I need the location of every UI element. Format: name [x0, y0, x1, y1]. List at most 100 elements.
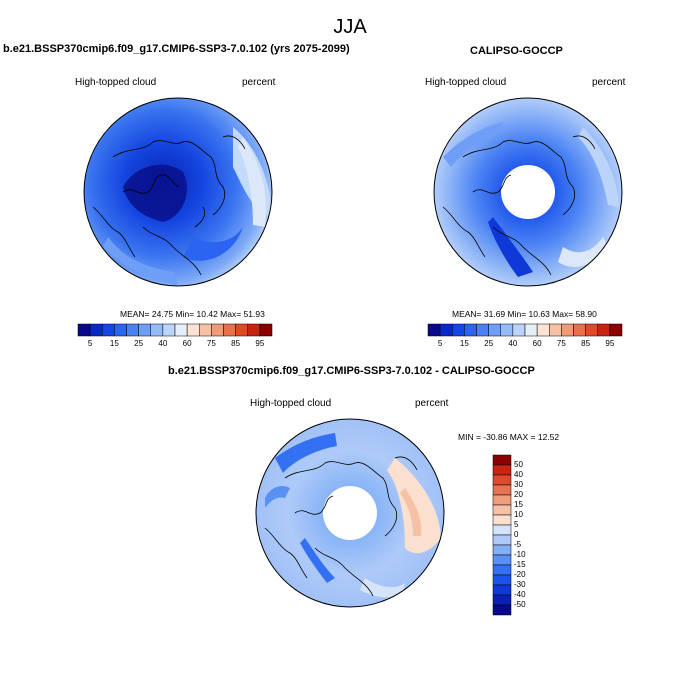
panel-3-colorbar-swatch: [492, 594, 512, 606]
panel-3-colorbar-label: 20: [514, 490, 523, 499]
panel-2-colorbar-swatch: [549, 323, 562, 337]
panel-2-colorbar-swatch: [500, 323, 514, 337]
panel-1-colorbar-swatch: [138, 323, 151, 337]
panel-1-colorbar-tick-label: 95: [255, 339, 265, 348]
panel-3-colorbar-swatch: [492, 534, 512, 546]
panel-1-colorbar-swatch: [235, 323, 248, 337]
panel-3-units-label: percent: [415, 398, 449, 409]
panel-1-colorbar-swatch: [186, 323, 200, 337]
panel-3-colorbar-swatch: [492, 574, 512, 586]
panel-2-colorbar-tick-label: 85: [581, 339, 591, 348]
panel-2-colorbar-swatch: [439, 323, 453, 337]
panel-2-colorbar-swatch: [585, 323, 598, 337]
panel-3-colorbar-label: 15: [514, 500, 523, 509]
panel-3-colorbar-label: 50: [514, 460, 523, 469]
panel-3-colorbar-swatch: [492, 464, 512, 476]
panel-3-colorbar-label: -40: [514, 590, 526, 599]
panel-1-colorbar-swatch: [174, 323, 188, 337]
panel-2-colorbar-tick-label: 40: [508, 339, 518, 348]
panel-2-units-label: percent: [592, 77, 626, 88]
panel-2-colorbar-swatch: [476, 323, 489, 337]
panel-1-colorbar-swatch: [77, 323, 91, 337]
panel-1-colorbar-tick-label: 25: [134, 339, 144, 348]
panel-1-colorbar-tick-label: 75: [206, 339, 216, 348]
panel-1-colorbar-swatch: [211, 323, 224, 337]
panel-2-colorbar-tick-label: 95: [605, 339, 615, 348]
panel-3-colorbar-label: -10: [514, 550, 526, 559]
panel-1-units-label: percent: [242, 77, 276, 88]
panel-3-colorbar-label: 5: [514, 520, 519, 529]
panel-2-colorbar-tick-label: 75: [556, 339, 566, 348]
panel-3-colorbar-swatch: [492, 484, 512, 496]
panel-2-colorbar-tick-label: 60: [532, 339, 542, 348]
panel-3-colorbar-swatch: [492, 524, 512, 536]
panel-3-colorbar-swatch: [492, 454, 512, 466]
panel-3-colorbar-swatch: [492, 494, 512, 506]
panel-1-colorbar-tick-label: 85: [231, 339, 241, 348]
panel-1-stats: MEAN= 24.75 Min= 10.42 Max= 51.93: [120, 309, 265, 319]
panel-1-colorbar-ticks: 5 15 25 40 60 75 85 95: [78, 338, 272, 350]
panel-3-colorbar-label: -15: [514, 560, 526, 569]
panel-3-colorbar-label: -20: [514, 570, 526, 579]
panel-1-colorbar-tick-label: 60: [182, 339, 192, 348]
panel-2-colorbar-swatch: [597, 323, 611, 337]
panel-1-colorbar-swatch: [150, 323, 164, 337]
panel-2-colorbar-swatch: [488, 323, 501, 337]
panel-1-colorbar-swatch: [102, 323, 115, 337]
panel-3-colorbar-label: -50: [514, 600, 526, 609]
panel-2-variable-label: High-topped cloud: [425, 77, 507, 88]
panel-2-colorbar-swatch: [512, 323, 526, 337]
panel-2-colorbar-tick-label: 15: [459, 339, 469, 348]
panel-2-colorbar-swatch: [561, 323, 574, 337]
panel-3-colorbar-swatch: [492, 604, 512, 616]
panel-2-colorbar-swatch: [573, 323, 586, 337]
panel-3-colorbar-label: 40: [514, 470, 523, 479]
panel-1-colorbar-tick-label: 40: [158, 339, 168, 348]
panel-3-colorbar-label: 30: [514, 480, 523, 489]
panel-3-colorbar-label: 0: [514, 530, 519, 539]
panel-3-variable-label: High-topped cloud: [250, 398, 332, 409]
panel-2-stats: MEAN= 31.69 Min= 10.63 Max= 58.90: [452, 309, 597, 319]
panel-3-colorbar-labels: 50 40 30 20 15 10 5 0 -5 -10 -15 -20 -30 -40 -50: [514, 455, 544, 615]
panel-1-colorbar-swatch: [223, 323, 236, 337]
panel-3-polar-map: [255, 418, 445, 608]
panel-1-colorbar-swatch: [247, 323, 261, 337]
panel-1-polar-map: [83, 97, 273, 287]
panel-1-title: b.e21.BSSP370cmip6.f09_g17.CMIP6-SSP3-7.…: [3, 43, 350, 55]
panel-2-colorbar-swatch: [536, 323, 550, 337]
panel-2-colorbar-tick-label: 5: [437, 339, 443, 348]
panel-2-colorbar-swatch: [524, 323, 538, 337]
panel-1-variable-label: High-topped cloud: [75, 77, 157, 88]
panel-3-colorbar-swatch: [492, 564, 512, 576]
panel-3-colorbar: [492, 454, 512, 616]
panel-3-stats: MIN = -30.86 MAX = 12.52: [458, 432, 560, 442]
panel-3-colorbar-swatch: [492, 474, 512, 486]
panel-1-colorbar-swatch: [259, 323, 273, 337]
panel-2-colorbar-swatch: [427, 323, 441, 337]
panel-3-colorbar-swatch: [492, 584, 512, 596]
panel-3-colorbar-swatch: [492, 514, 512, 526]
panel-3-colorbar-label: -5: [514, 540, 522, 549]
panel-2-colorbar-ticks: 5 15 25 40 60 75 85 95: [428, 338, 622, 350]
panel-3-colorbar-swatch: [492, 554, 512, 566]
panel-3-colorbar-swatch: [492, 544, 512, 556]
panel-1-colorbar: [77, 323, 273, 337]
panel-1-colorbar-swatch: [89, 323, 103, 337]
panel-3-colorbar-label: 10: [514, 510, 523, 519]
panel-1-colorbar-swatch: [162, 323, 176, 337]
panel-2-colorbar-swatch: [609, 323, 623, 337]
panel-3-colorbar-swatch: [492, 504, 512, 516]
panel-1-colorbar-swatch: [114, 323, 127, 337]
panel-3-colorbar-label: -30: [514, 580, 526, 589]
panel-1-colorbar-swatch: [126, 323, 139, 337]
panel-2-colorbar: [427, 323, 623, 337]
panel-1-colorbar-swatch: [199, 323, 212, 337]
panel-2-colorbar-swatch: [464, 323, 477, 337]
panel-2-polar-map: [433, 97, 623, 287]
panel-2-title: CALIPSO-GOCCP: [470, 45, 563, 57]
panel-3-title: b.e21.BSSP370cmip6.f09_g17.CMIP6-SSP3-7.…: [168, 365, 535, 377]
panel-1-colorbar-tick-label: 15: [109, 339, 119, 348]
figure-title: JJA: [333, 16, 367, 38]
panel-2-colorbar-swatch: [452, 323, 465, 337]
panel-2-colorbar-tick-label: 25: [484, 339, 494, 348]
